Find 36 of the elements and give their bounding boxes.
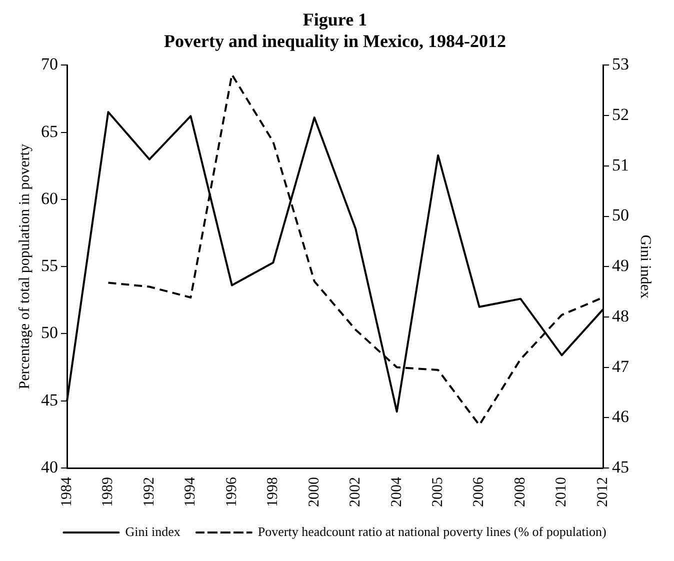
x-tick-label: 1994 — [182, 476, 199, 507]
legend-label: Gini index — [125, 524, 181, 539]
y2-tick-label: 53 — [612, 54, 629, 74]
y-tick-label: 70 — [41, 54, 58, 74]
x-tick-label: 2005 — [430, 477, 446, 507]
y2-tick-label: 47 — [612, 356, 630, 376]
y-tick-label: 45 — [41, 390, 58, 410]
x-tick-label: 2008 — [512, 477, 528, 507]
x-tick-label: 2000 — [306, 477, 322, 507]
y-tick-label: 60 — [41, 188, 58, 208]
chart-subtitle: Poverty and inequality in Mexico, 1984-2012 — [164, 31, 506, 52]
y2-tick-label: 49 — [612, 256, 629, 276]
y2-tick-label: 52 — [612, 105, 629, 124]
x-tick-label: 2002 — [348, 477, 364, 507]
x-tick-label: 1992 — [141, 477, 158, 507]
y-tick-label: 65 — [41, 122, 58, 141]
x-tick-label: 1989 — [100, 477, 116, 507]
y2-tick-label: 50 — [612, 206, 629, 225]
chart-title: Figure 1 — [302, 9, 368, 30]
y2-tick-label: 51 — [612, 155, 629, 174]
x-tick-label: 2004 — [388, 476, 405, 507]
x-tick-label: 2006 — [471, 476, 488, 507]
y-tick-label: 55 — [41, 256, 58, 276]
x-tick-label: 2010 — [554, 477, 570, 507]
x-tick-label: 1998 — [265, 477, 282, 507]
legend-label: Poverty headcount ratio at national poverty lines (% of population) — [258, 524, 606, 539]
y2-tick-label: 48 — [612, 306, 629, 326]
x-tick-label: 1984 — [58, 476, 75, 507]
y2-tick-label: 46 — [612, 407, 629, 426]
x-tick-label: 1996 — [224, 476, 240, 507]
y-tick-label: 50 — [41, 323, 58, 342]
y-axis-title: Percentage of total population in poverty — [16, 143, 33, 390]
y2-tick-label: 45 — [612, 457, 629, 476]
x-tick-label: 2012 — [594, 477, 611, 507]
y2-axis-title: Gini index — [637, 234, 654, 299]
y-tick-label: 40 — [41, 457, 58, 476]
